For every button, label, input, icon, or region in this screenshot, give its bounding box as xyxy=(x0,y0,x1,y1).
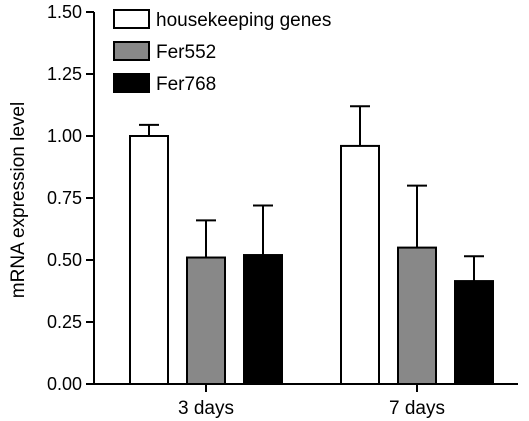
bar-housekeeping-genes-7-days xyxy=(340,144,380,385)
x-axis: 3 days 7 days xyxy=(94,383,518,419)
legend-label: housekeeping genes xyxy=(156,10,331,31)
y-tick-label: 0.25 xyxy=(47,312,82,332)
legend-label: Fer552 xyxy=(156,42,216,63)
legend-label: Fer768 xyxy=(156,74,216,95)
y-axis: 0.00 0.25 0.50 0.75 1.00 1.25 1.50 xyxy=(47,2,95,394)
legend-swatch xyxy=(113,41,150,61)
y-tick-label: 0.75 xyxy=(47,188,82,208)
y-tick-label: 1.50 xyxy=(47,2,82,22)
bars xyxy=(129,105,494,385)
y-tick-label: 1.00 xyxy=(47,126,82,146)
y-tick-label: 0.00 xyxy=(47,374,82,394)
y-tick-label: 1.25 xyxy=(47,64,82,84)
bar-fer768-7-days xyxy=(454,280,494,385)
bar-fer768-3-days xyxy=(243,254,283,385)
bar-fer552-7-days xyxy=(397,246,437,385)
legend-swatch xyxy=(113,9,150,29)
bar-housekeeping-genes-3-days xyxy=(129,135,169,385)
legend: housekeeping genes Fer552 Fer768 xyxy=(113,9,331,95)
x-tick-label: 3 days xyxy=(178,398,234,419)
bar-fer552-3-days xyxy=(186,256,226,385)
y-tick-label: 0.50 xyxy=(47,250,82,270)
legend-swatch xyxy=(113,73,150,93)
x-tick-label: 7 days xyxy=(389,398,445,419)
y-axis-title: mRNA expression level xyxy=(8,102,29,298)
